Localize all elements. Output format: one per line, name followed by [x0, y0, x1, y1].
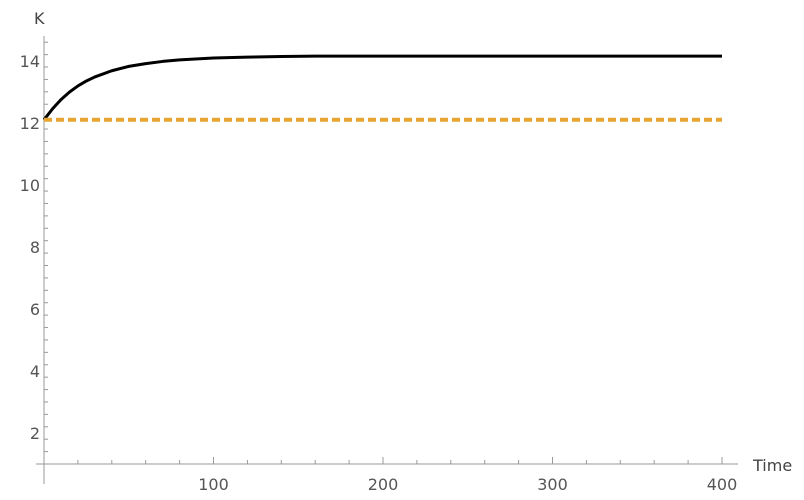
y-tick-label: 14 — [20, 52, 40, 71]
y-tick-label: 4 — [30, 362, 40, 381]
y-axis-label: K — [34, 9, 45, 28]
tick-labels: 2 4 6 8 10 12 14 100 200 300 400 — [20, 52, 738, 494]
series-layer — [42, 54, 722, 122]
x-tick-label: 400 — [707, 475, 738, 494]
x-axis-label: Time — [752, 456, 792, 475]
y-tick-label: 6 — [30, 300, 40, 319]
y-tick-label: 2 — [30, 424, 40, 443]
x-tick-label: 100 — [198, 475, 229, 494]
x-tick-label: 300 — [537, 475, 568, 494]
y-tick-label: 8 — [30, 238, 40, 257]
x-tick-label: 200 — [368, 475, 399, 494]
y-tick-label: 10 — [20, 176, 40, 195]
series-line-k — [42, 54, 722, 121]
y-tick-label: 12 — [20, 114, 40, 133]
axes — [36, 36, 738, 484]
